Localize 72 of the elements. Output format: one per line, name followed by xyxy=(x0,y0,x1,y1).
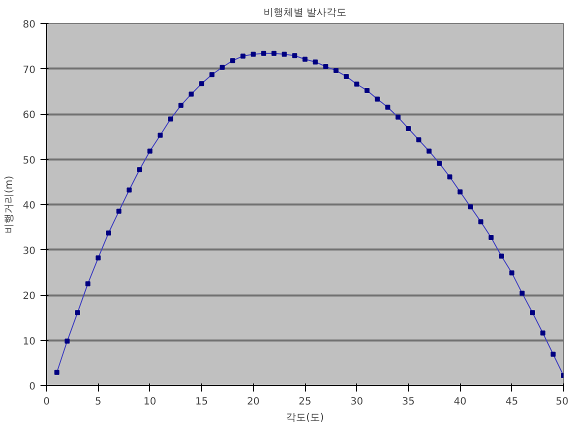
point xyxy=(406,126,411,131)
point xyxy=(199,81,204,86)
point xyxy=(550,352,556,357)
point xyxy=(468,204,473,210)
point xyxy=(374,96,380,102)
point xyxy=(354,82,360,87)
point xyxy=(509,270,514,276)
y-tick-label: 10 xyxy=(22,336,36,348)
point xyxy=(302,56,308,62)
point xyxy=(447,174,452,180)
point xyxy=(168,116,174,122)
y-tick-label: 20 xyxy=(22,291,36,302)
x-tick-label: 50 xyxy=(556,396,568,408)
point xyxy=(220,64,225,70)
point xyxy=(385,104,390,110)
point xyxy=(344,74,349,79)
x-tick-label: 15 xyxy=(195,396,208,408)
point xyxy=(312,59,318,64)
point xyxy=(498,254,504,259)
point xyxy=(178,102,184,108)
x-tick-label: 0 xyxy=(43,396,50,408)
y-tick-label: 40 xyxy=(22,200,36,212)
point xyxy=(323,64,328,69)
y-axis-title: 비행거리(m) xyxy=(4,176,15,234)
x-tick-label: 45 xyxy=(505,396,518,408)
point xyxy=(106,230,112,236)
x-tick-label: 20 xyxy=(246,396,260,408)
point xyxy=(137,167,142,172)
point xyxy=(116,208,122,214)
chart-title: 비행체별 발사각도 xyxy=(263,8,347,18)
y-tick-label: 0 xyxy=(29,382,36,392)
point xyxy=(364,88,370,93)
point xyxy=(85,281,90,286)
point xyxy=(126,188,132,193)
point xyxy=(64,338,70,344)
point xyxy=(426,148,432,154)
y-tick-label: 70 xyxy=(22,64,36,76)
point xyxy=(292,53,298,58)
point xyxy=(54,370,60,375)
point xyxy=(282,52,287,57)
point xyxy=(271,50,276,56)
point xyxy=(188,92,194,97)
point xyxy=(96,255,101,260)
x-axis-title: 각도(도) xyxy=(286,412,324,424)
point xyxy=(540,330,546,336)
point xyxy=(416,137,422,142)
point xyxy=(250,52,256,57)
point xyxy=(75,310,80,316)
point xyxy=(334,68,339,74)
y-tick-label: 60 xyxy=(22,110,36,121)
point xyxy=(209,72,214,78)
point xyxy=(158,132,163,138)
x-tick-label: 10 xyxy=(144,396,156,408)
x-tick-label: 30 xyxy=(350,396,364,408)
point xyxy=(520,290,525,296)
y-tick-label: 50 xyxy=(22,155,36,166)
y-tick-label: 30 xyxy=(22,246,36,257)
y-tick-label: 80 xyxy=(22,20,36,30)
x-tick-label: 40 xyxy=(454,396,466,408)
point xyxy=(240,54,246,59)
point xyxy=(530,310,535,316)
point xyxy=(261,50,266,56)
point xyxy=(488,235,494,240)
point xyxy=(436,160,442,166)
point xyxy=(230,58,236,64)
point xyxy=(147,148,152,154)
x-tick-label: 5 xyxy=(95,396,102,408)
point xyxy=(458,189,463,194)
x-tick-label: 35 xyxy=(402,396,415,408)
x-tick-label: 25 xyxy=(298,396,312,408)
point xyxy=(396,114,401,120)
point xyxy=(478,219,484,224)
